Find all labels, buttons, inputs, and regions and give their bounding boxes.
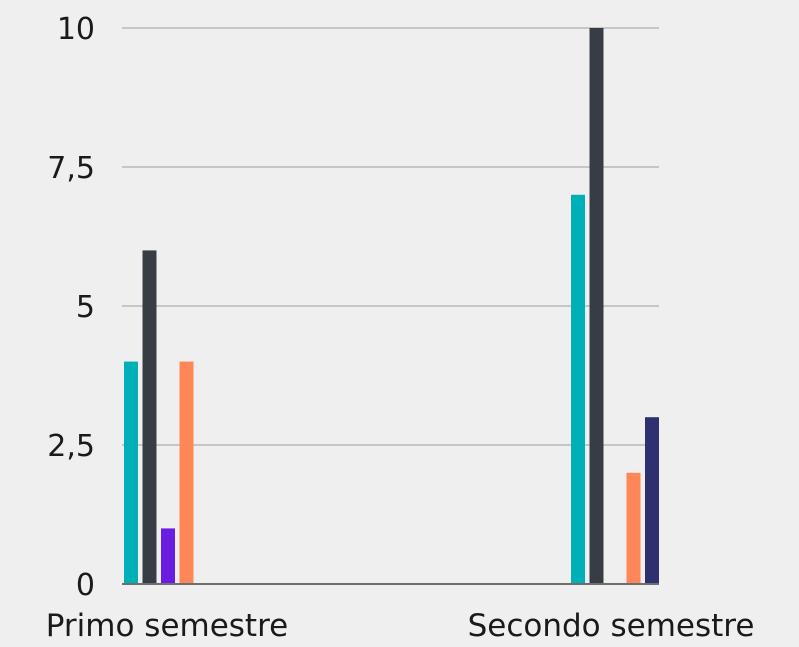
bar-series-5-cat-2 — [645, 417, 659, 584]
gridlines — [122, 27, 659, 446]
y-axis-tick-labels: 0 2,5 5 7,5 10 — [47, 12, 95, 603]
y-tick-label: 5 — [76, 290, 95, 325]
bar-series-4-cat-1 — [179, 361, 194, 584]
bar-series-2-cat-1 — [142, 250, 157, 584]
bar-series-3-cat-1 — [161, 528, 175, 584]
x-category-label: Primo semestre — [46, 608, 288, 644]
y-tick-label: 0 — [76, 568, 95, 603]
x-axis-category-labels: Primo semestre Secondo semestre — [46, 608, 755, 644]
bar-series-1-cat-1 — [124, 361, 138, 584]
y-tick-label: 7,5 — [47, 151, 95, 186]
bar-series-4-cat-2 — [626, 472, 641, 584]
y-tick-label: 2,5 — [47, 429, 95, 464]
y-tick-label: 10 — [57, 12, 95, 47]
bars — [124, 28, 659, 585]
bar-series-1-cat-2 — [571, 194, 585, 585]
x-category-label: Secondo semestre — [468, 608, 755, 644]
bar-series-2-cat-2 — [589, 28, 604, 584]
